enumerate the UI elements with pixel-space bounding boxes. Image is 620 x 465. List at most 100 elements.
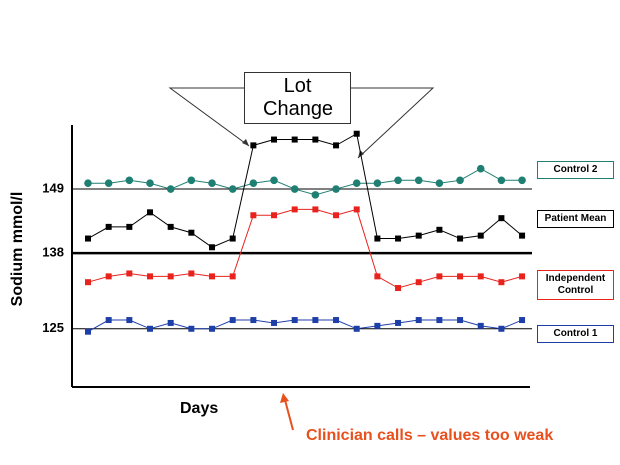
point	[436, 273, 443, 280]
callout-box: Lot Change	[244, 72, 351, 124]
callout-line	[168, 87, 250, 147]
point	[435, 179, 444, 188]
series-line	[87, 132, 523, 248]
point	[125, 176, 134, 185]
point	[209, 273, 216, 280]
point	[395, 319, 402, 326]
point	[476, 164, 485, 173]
point	[229, 317, 236, 324]
legend-entry: Independent Control	[537, 270, 614, 300]
point	[209, 244, 216, 251]
point	[85, 328, 91, 335]
point	[291, 136, 298, 143]
point	[312, 206, 319, 213]
point	[415, 279, 422, 286]
point	[187, 176, 196, 185]
point	[167, 319, 174, 326]
series-line	[88, 168, 523, 196]
point	[352, 179, 361, 188]
point	[374, 322, 381, 329]
callout-arrowhead	[242, 139, 249, 146]
point	[312, 317, 319, 324]
point	[188, 270, 195, 277]
point	[249, 179, 258, 188]
point	[498, 325, 505, 332]
point	[353, 206, 360, 213]
point	[333, 317, 340, 324]
point	[250, 142, 257, 149]
point	[166, 185, 175, 193]
point	[229, 273, 236, 280]
point	[456, 176, 464, 185]
point	[250, 317, 257, 324]
point	[333, 142, 340, 149]
point	[436, 317, 443, 324]
point	[167, 223, 174, 230]
point	[436, 226, 443, 233]
point	[497, 176, 506, 185]
point	[104, 179, 113, 188]
point	[414, 176, 423, 185]
point	[229, 235, 236, 242]
point	[291, 317, 298, 324]
point	[271, 212, 278, 219]
point	[105, 273, 112, 280]
note-arrow	[284, 399, 294, 431]
point	[394, 176, 402, 185]
point	[353, 325, 360, 332]
y-axis-label: Sodium mmol/l	[9, 191, 26, 307]
point	[126, 270, 133, 277]
point	[498, 215, 505, 222]
point	[477, 273, 484, 280]
callout-line	[351, 87, 435, 159]
point	[311, 191, 320, 199]
point	[270, 176, 278, 185]
point	[291, 206, 298, 213]
point	[105, 317, 112, 324]
point	[519, 273, 526, 280]
point	[146, 179, 154, 188]
point	[498, 279, 505, 286]
point	[85, 279, 91, 286]
point	[395, 235, 402, 242]
y-tick-label: 149	[42, 180, 64, 195]
point	[147, 325, 154, 332]
legend-entry: Control 2	[537, 161, 614, 179]
point	[126, 317, 133, 324]
point	[519, 317, 526, 324]
point	[457, 317, 464, 324]
point	[332, 185, 340, 193]
point	[415, 232, 422, 239]
point	[457, 273, 464, 280]
point	[85, 235, 91, 242]
point	[353, 130, 360, 137]
point	[312, 136, 319, 143]
legend-entry: Patient Mean	[537, 210, 614, 228]
point	[188, 229, 195, 236]
point	[373, 179, 382, 188]
y-tick-label: 125	[42, 320, 64, 335]
x-axis-label: Days	[180, 400, 219, 417]
point	[477, 322, 484, 329]
legend-entry: Control 1	[537, 325, 614, 343]
point	[228, 185, 237, 193]
point	[477, 232, 484, 239]
y-tick-label: 138	[42, 245, 64, 260]
point	[374, 273, 381, 280]
point	[333, 212, 340, 219]
point	[105, 223, 112, 230]
point	[271, 136, 278, 143]
point	[208, 179, 216, 188]
point	[188, 325, 195, 332]
annotation: Clinician calls – values too weak	[306, 427, 554, 444]
point	[415, 317, 422, 324]
series-line	[87, 208, 523, 289]
point	[518, 176, 526, 185]
point	[395, 285, 402, 292]
point	[290, 185, 299, 193]
point	[126, 223, 133, 230]
note-arrowhead	[280, 393, 289, 403]
point	[167, 273, 174, 280]
